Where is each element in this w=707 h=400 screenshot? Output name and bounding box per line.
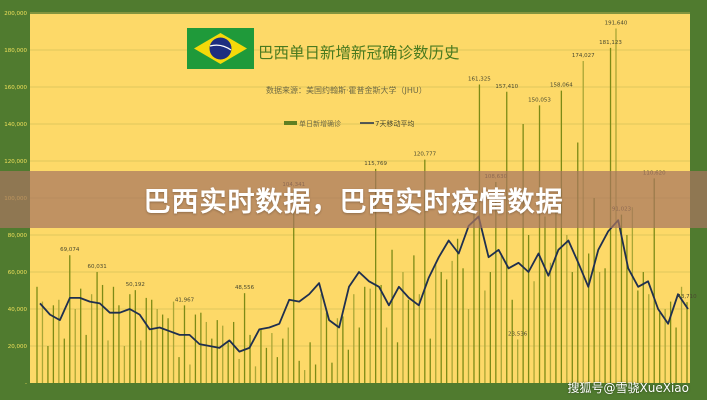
data-label: 23,536 xyxy=(508,331,528,337)
chart-title: 巴西单日新增新冠确诊数历史 xyxy=(258,44,460,62)
data-label: 41,967 xyxy=(175,297,195,303)
y-tick-label: 120,000 xyxy=(4,159,27,165)
data-label: 158,064 xyxy=(550,83,573,89)
y-tick-label: 20,000 xyxy=(8,344,28,350)
data-label: 69,074 xyxy=(60,247,80,253)
headline-banner: 巴西实时数据，巴西实时疫情数据 xyxy=(0,171,707,228)
y-tick-label: 40,000 xyxy=(8,307,28,313)
data-label: 48,556 xyxy=(235,285,255,291)
data-label: 191,640 xyxy=(605,20,628,26)
legend-line-label: 7天移动平均 xyxy=(375,119,414,128)
y-tick-label: 200,000 xyxy=(4,11,27,17)
data-label: 181,123 xyxy=(599,40,622,46)
data-label: 120,777 xyxy=(413,152,436,158)
y-tick-label: - xyxy=(25,381,27,387)
data-label: 50,192 xyxy=(126,282,145,288)
legend: 单日新增确诊 7天移动平均 xyxy=(284,119,414,128)
data-label: 43,710 xyxy=(677,294,697,300)
brazil-flag-icon xyxy=(187,28,254,69)
chart-subtitle: 数据来源：美国约翰斯·霍普金斯大学（JHU） xyxy=(266,85,427,95)
data-label: 161,325 xyxy=(468,77,491,83)
data-label: 150,053 xyxy=(528,97,551,103)
data-label: 60,031 xyxy=(87,264,106,270)
legend-bar-label: 单日新增确诊 xyxy=(299,119,341,128)
y-tick-label: 80,000 xyxy=(8,233,28,239)
y-tick-label: 140,000 xyxy=(4,122,27,128)
legend-bar-swatch xyxy=(284,121,297,125)
watermark: 搜狐号@雪骁XueXiao xyxy=(567,381,689,395)
data-label: 115,769 xyxy=(364,161,387,167)
y-tick-label: 60,000 xyxy=(8,270,28,276)
headline-text: 巴西实时数据，巴西实时疫情数据 xyxy=(143,187,564,218)
data-label: 157,410 xyxy=(495,84,518,90)
data-label: 174,027 xyxy=(572,53,595,59)
moving-average-line xyxy=(39,215,689,353)
y-tick-label: 180,000 xyxy=(4,48,27,54)
y-tick-label: 160,000 xyxy=(4,85,27,91)
